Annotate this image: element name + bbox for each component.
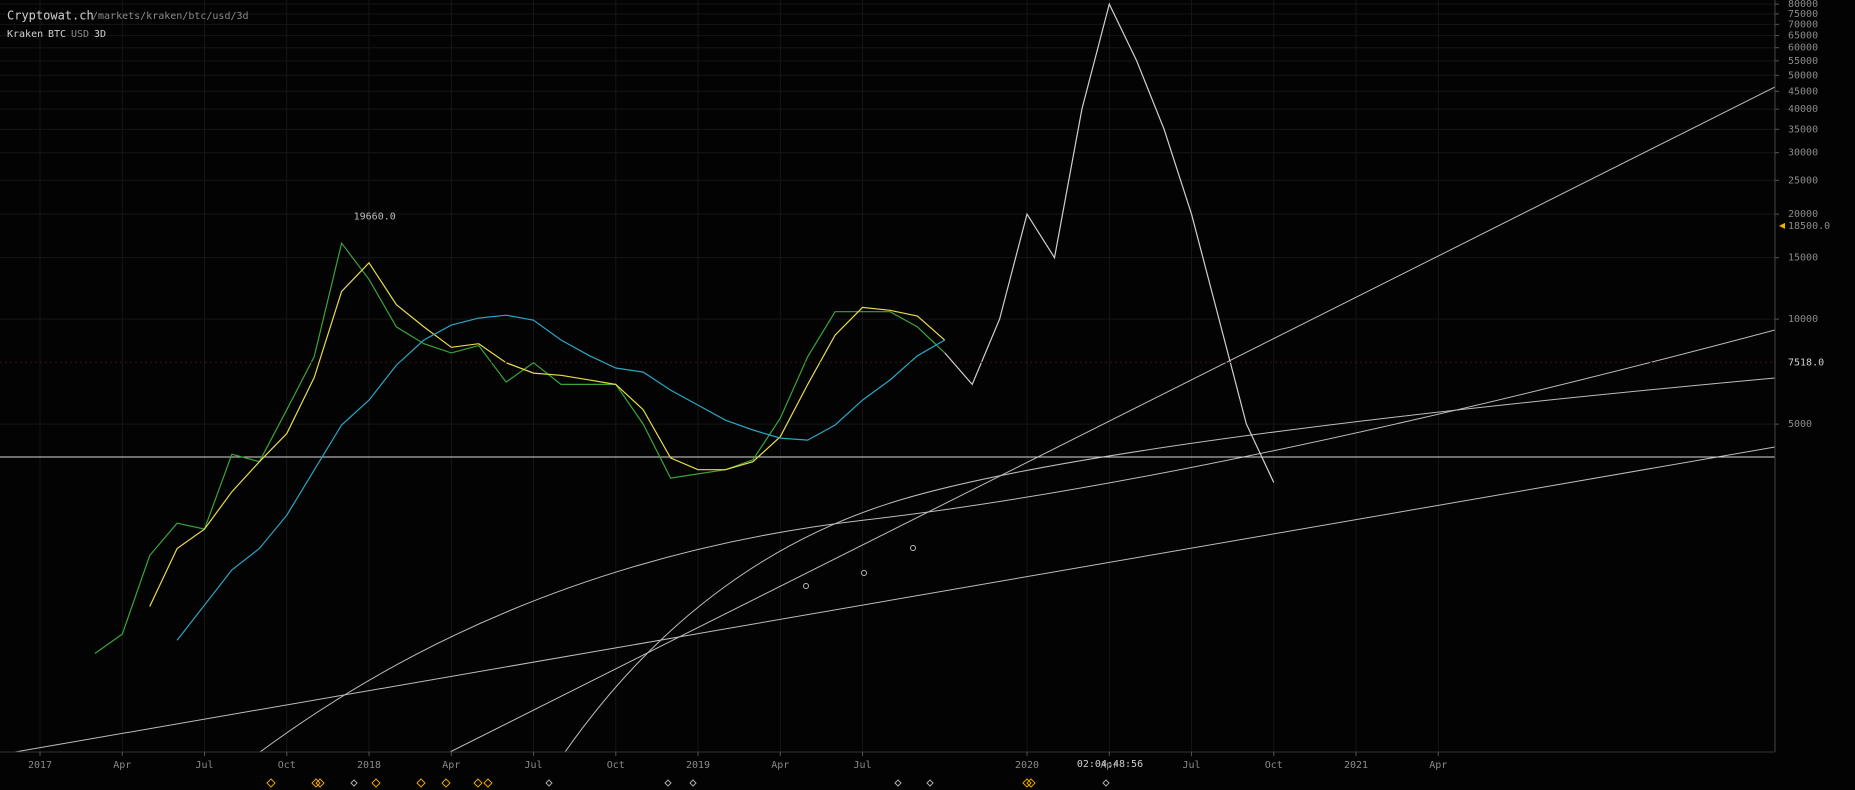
grid: [0, 0, 1775, 752]
event-marker: [441, 778, 451, 788]
y-tick-label: 30000: [1788, 148, 1818, 159]
x-tick-label: Apr: [1429, 760, 1447, 771]
high-label: 19660.0: [354, 212, 396, 223]
event-marker: [1102, 779, 1110, 787]
event-marker: [1026, 778, 1036, 788]
series: 19660.0: [0, 2, 1775, 654]
event-marker: [311, 778, 321, 788]
site-title: Cryptowat.ch: [7, 9, 94, 23]
series-line: [944, 2, 1275, 483]
event-markers: [266, 778, 1110, 788]
y-tick-label: 25000: [1788, 175, 1818, 186]
series-line: [176, 314, 946, 641]
period: 3D: [94, 29, 106, 40]
x-tick-label: Jul: [525, 760, 543, 771]
trendline: [14, 446, 1775, 752]
x-tick-label: 2017: [28, 760, 52, 771]
series-line: [94, 241, 946, 654]
y-tick-label: 55000: [1788, 56, 1818, 67]
x-tick-label: 2021: [1344, 760, 1368, 771]
y-tick-label: 20000: [1788, 209, 1818, 220]
last-price-label: 7518.0: [1788, 357, 1824, 368]
event-marker: [483, 778, 493, 788]
anchor-point: [861, 570, 867, 576]
x-tick-label: Apr: [113, 760, 131, 771]
base-asset: BTC: [48, 29, 66, 40]
trendline: [449, 86, 1775, 752]
y-tick-label: 65000: [1788, 31, 1818, 42]
y-tick-label: 40000: [1788, 104, 1818, 115]
event-marker: [894, 779, 902, 787]
x-tick-label: Jul: [854, 760, 872, 771]
event-marker: [350, 779, 358, 787]
y-tick-label: 35000: [1788, 124, 1818, 135]
event-marker: [926, 779, 934, 787]
event-marker: [473, 778, 483, 788]
y-tick-label: 50000: [1788, 70, 1818, 81]
x-tick-label: 2018: [357, 760, 381, 771]
x-tick-label: 2019: [686, 760, 710, 771]
x-tick-label: Oct: [278, 760, 296, 771]
event-marker: [1022, 778, 1032, 788]
trendline: [259, 329, 1775, 752]
y-tick-label: 70000: [1788, 19, 1818, 30]
y-tick-label: 60000: [1788, 43, 1818, 54]
y-tick-label: 45000: [1788, 86, 1818, 97]
x-tick-label: Jul: [196, 760, 214, 771]
event-marker: [416, 778, 426, 788]
y-tick-label: 75000: [1788, 9, 1818, 20]
x-tick-label: Apr: [1100, 760, 1118, 771]
y-tick-label: 5000: [1788, 419, 1812, 430]
candle-countdown: 02:04:48:56: [1077, 759, 1143, 770]
event-marker: [664, 779, 672, 787]
x-tick-label: Oct: [1265, 760, 1283, 771]
quote-asset: USD: [71, 29, 89, 40]
market-path: /markets/kraken/btc/usd/3d: [92, 11, 249, 22]
x-tick-label: Apr: [771, 760, 789, 771]
trendlines: [0, 86, 1775, 752]
x-tick-label: Jul: [1183, 760, 1201, 771]
event-marker: [266, 778, 276, 788]
series-line: [149, 261, 946, 607]
event-marker: [545, 779, 553, 787]
x-tick-label: Oct: [607, 760, 625, 771]
x-tick-label: 2020: [1015, 760, 1039, 771]
exchange: Kraken: [7, 29, 43, 40]
x-tick-label: Apr: [442, 760, 460, 771]
trendline: [564, 377, 1775, 752]
anchor-point: [910, 545, 916, 551]
y-tick-label: 15000: [1788, 253, 1818, 264]
y-tick-label: 80000: [1788, 0, 1818, 10]
event-marker: [689, 779, 697, 787]
event-marker: [315, 778, 325, 788]
y-tick-label: 10000: [1788, 314, 1818, 325]
alert-marker: [1779, 222, 1785, 229]
event-marker: [371, 778, 381, 788]
alert-label: 18500.0: [1788, 221, 1830, 232]
anchor-point: [803, 583, 809, 589]
